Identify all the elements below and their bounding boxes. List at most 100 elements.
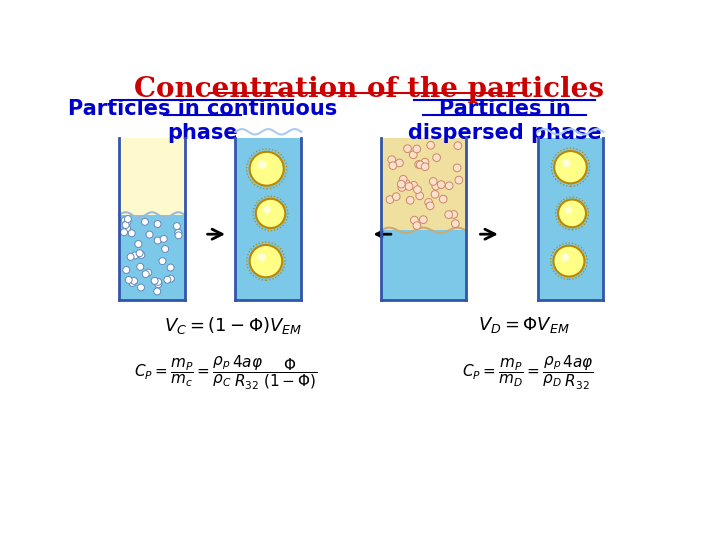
Circle shape bbox=[175, 230, 182, 236]
Circle shape bbox=[445, 182, 453, 190]
Circle shape bbox=[123, 267, 130, 273]
Circle shape bbox=[554, 246, 585, 276]
Circle shape bbox=[432, 183, 440, 190]
Circle shape bbox=[141, 218, 148, 225]
Circle shape bbox=[125, 215, 132, 222]
Circle shape bbox=[404, 145, 411, 152]
Circle shape bbox=[128, 230, 135, 237]
Circle shape bbox=[395, 159, 403, 167]
Circle shape bbox=[145, 269, 152, 276]
Circle shape bbox=[129, 280, 136, 287]
Circle shape bbox=[426, 202, 434, 210]
Circle shape bbox=[565, 206, 572, 213]
Circle shape bbox=[429, 178, 437, 185]
Circle shape bbox=[146, 231, 153, 238]
Circle shape bbox=[425, 199, 433, 206]
Circle shape bbox=[138, 252, 145, 259]
Text: $V_D = \Phi V_{EM}$: $V_D = \Phi V_{EM}$ bbox=[478, 315, 570, 335]
Circle shape bbox=[386, 195, 394, 204]
Circle shape bbox=[175, 232, 182, 239]
Circle shape bbox=[159, 258, 166, 265]
Circle shape bbox=[405, 183, 413, 191]
Circle shape bbox=[250, 245, 282, 278]
Circle shape bbox=[558, 200, 586, 227]
Circle shape bbox=[421, 163, 429, 171]
Circle shape bbox=[389, 162, 397, 170]
Bar bbox=[235, 138, 301, 300]
Circle shape bbox=[561, 253, 569, 261]
Circle shape bbox=[250, 152, 284, 186]
Text: $C_P = \dfrac{m_P}{m_c} = \dfrac{\rho_p}{\rho_C}\dfrac{4a\varphi}{R_{32}}\dfrac{: $C_P = \dfrac{m_P}{m_c} = \dfrac{\rho_p}… bbox=[134, 354, 318, 391]
Circle shape bbox=[455, 176, 463, 184]
Bar bbox=[381, 231, 466, 300]
Circle shape bbox=[258, 160, 266, 169]
Circle shape bbox=[130, 278, 138, 285]
Circle shape bbox=[154, 237, 161, 244]
Circle shape bbox=[454, 142, 462, 150]
Circle shape bbox=[427, 141, 435, 149]
Circle shape bbox=[437, 181, 445, 188]
Bar bbox=[119, 138, 185, 215]
Circle shape bbox=[433, 154, 441, 161]
Circle shape bbox=[554, 151, 587, 184]
Circle shape bbox=[450, 211, 458, 218]
Circle shape bbox=[136, 250, 143, 256]
Circle shape bbox=[138, 284, 145, 291]
Circle shape bbox=[127, 253, 134, 260]
Bar bbox=[538, 138, 603, 300]
Circle shape bbox=[125, 276, 132, 284]
Circle shape bbox=[415, 160, 423, 168]
Circle shape bbox=[122, 221, 129, 228]
Circle shape bbox=[137, 264, 144, 271]
Circle shape bbox=[388, 156, 395, 164]
Text: Concentration of the particles: Concentration of the particles bbox=[134, 76, 604, 103]
Circle shape bbox=[413, 222, 420, 230]
Circle shape bbox=[256, 199, 285, 228]
Circle shape bbox=[135, 240, 142, 247]
Circle shape bbox=[451, 220, 459, 227]
Circle shape bbox=[397, 180, 405, 188]
Circle shape bbox=[406, 197, 414, 204]
Circle shape bbox=[454, 164, 461, 172]
Circle shape bbox=[258, 253, 266, 261]
Circle shape bbox=[421, 158, 429, 166]
Circle shape bbox=[174, 222, 180, 230]
Circle shape bbox=[398, 184, 406, 191]
Circle shape bbox=[124, 225, 130, 232]
Circle shape bbox=[402, 179, 410, 187]
Circle shape bbox=[410, 217, 418, 224]
Circle shape bbox=[164, 276, 171, 283]
Circle shape bbox=[161, 246, 168, 252]
Circle shape bbox=[431, 191, 438, 198]
Circle shape bbox=[167, 264, 174, 271]
Circle shape bbox=[413, 145, 420, 153]
Text: Particles in continuous
phase: Particles in continuous phase bbox=[68, 99, 337, 143]
Circle shape bbox=[167, 275, 174, 282]
Circle shape bbox=[264, 206, 271, 213]
Text: $C_P = \dfrac{m_P}{m_D} = \dfrac{\rho_p}{\rho_D}\dfrac{4a\varphi}{R_{32}}$: $C_P = \dfrac{m_P}{m_D} = \dfrac{\rho_p}… bbox=[462, 354, 594, 392]
Circle shape bbox=[161, 235, 167, 242]
Circle shape bbox=[400, 176, 407, 183]
Circle shape bbox=[151, 278, 158, 284]
Circle shape bbox=[416, 192, 423, 200]
Bar bbox=[119, 215, 185, 300]
Circle shape bbox=[413, 186, 421, 193]
Circle shape bbox=[124, 219, 131, 225]
Circle shape bbox=[392, 193, 400, 200]
Circle shape bbox=[410, 151, 417, 159]
Circle shape bbox=[416, 161, 424, 168]
Circle shape bbox=[445, 211, 453, 219]
Text: Particles in
dispersed phase: Particles in dispersed phase bbox=[408, 99, 601, 143]
Circle shape bbox=[143, 271, 149, 278]
Circle shape bbox=[132, 252, 138, 259]
Bar bbox=[381, 138, 466, 231]
Circle shape bbox=[155, 279, 161, 285]
Circle shape bbox=[155, 281, 162, 288]
Circle shape bbox=[439, 195, 447, 203]
Circle shape bbox=[420, 216, 427, 224]
Text: $V_C = (1-\Phi)V_{EM}$: $V_C = (1-\Phi)V_{EM}$ bbox=[164, 315, 302, 336]
Circle shape bbox=[120, 229, 127, 235]
Circle shape bbox=[562, 159, 570, 167]
Circle shape bbox=[410, 181, 418, 189]
Circle shape bbox=[154, 288, 161, 295]
